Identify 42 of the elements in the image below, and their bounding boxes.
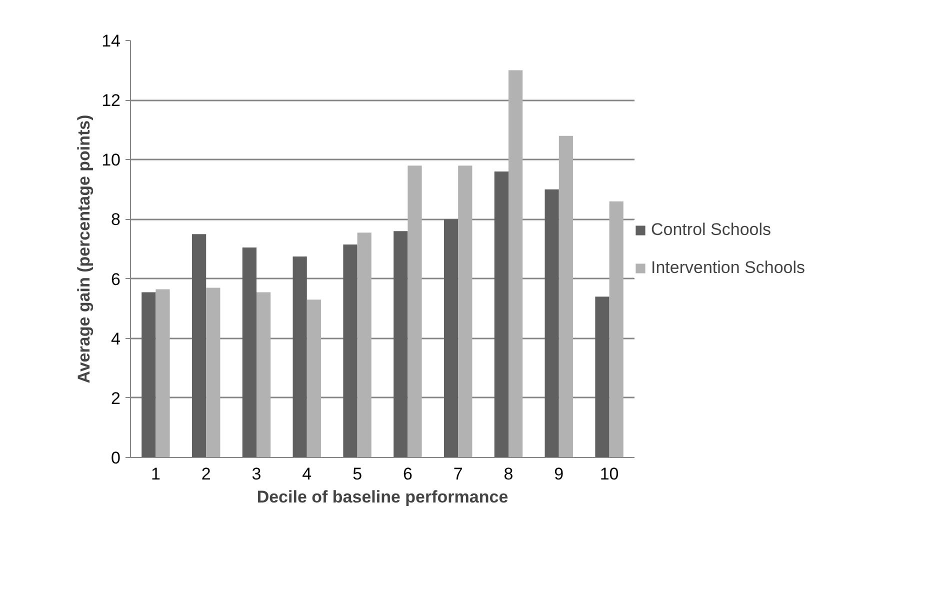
y-axis-title: Average gain (percentage points) <box>74 114 94 384</box>
x-axis-title: Decile of baseline performance <box>256 488 508 506</box>
y-tick-label: 8 <box>111 210 121 230</box>
x-tick-label: 4 <box>302 464 312 484</box>
bar <box>156 289 170 458</box>
y-tick-label: 10 <box>102 150 121 170</box>
bar <box>394 231 408 458</box>
y-tick-label: 12 <box>102 91 121 110</box>
x-tick-label: 7 <box>453 464 463 484</box>
bar <box>595 296 610 458</box>
bar <box>256 292 271 458</box>
bar <box>609 201 624 458</box>
bar <box>444 219 458 458</box>
bar <box>192 234 206 458</box>
bar <box>508 70 523 458</box>
y-tick-label: 2 <box>111 388 121 408</box>
bar <box>408 166 422 458</box>
bar <box>544 189 559 458</box>
x-tick-label: 3 <box>252 464 262 484</box>
x-tick-label: 1 <box>150 464 160 484</box>
bar <box>558 136 574 458</box>
y-tick-label: 14 <box>102 32 121 50</box>
x-tick-label: 8 <box>504 464 514 484</box>
bar <box>306 300 322 458</box>
y-tick-label: 4 <box>111 329 121 348</box>
x-tick-label: 5 <box>352 464 362 484</box>
x-tick-label: 6 <box>402 464 412 484</box>
x-tick-label: 10 <box>600 464 619 484</box>
x-tick-label: 9 <box>554 464 564 484</box>
legend-label: Intervention Schools <box>651 258 806 278</box>
bar <box>292 256 307 458</box>
legend-label: Control Schools <box>651 220 772 240</box>
bar <box>357 232 372 458</box>
bar <box>343 244 358 458</box>
x-tick-label: 2 <box>201 464 211 484</box>
y-tick-label: 0 <box>111 448 121 468</box>
bar <box>142 292 156 458</box>
bar <box>206 288 220 458</box>
y-tick-label: 6 <box>111 270 121 289</box>
bar <box>242 248 256 458</box>
bar <box>494 172 508 458</box>
bar <box>458 166 472 458</box>
